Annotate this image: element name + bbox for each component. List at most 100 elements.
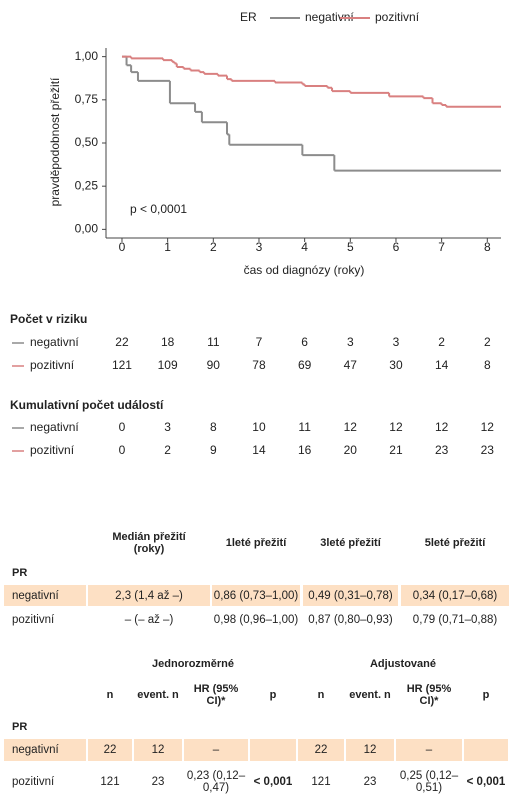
survival-step: [200, 111, 228, 124]
survival-step: [349, 91, 390, 94]
table-value: 2: [484, 335, 491, 349]
survival-step: [431, 98, 442, 105]
table-value: 3: [393, 335, 400, 349]
table-cell: –: [184, 739, 248, 761]
chart: ER pravděpodobnost přežití čas od diagnó…: [10, 10, 501, 457]
survival-step: [198, 70, 205, 74]
row-label: negativní: [4, 585, 86, 606]
table-value: 3: [347, 335, 354, 349]
table-value: 121: [112, 358, 132, 372]
table-value: 8: [484, 358, 491, 372]
events-title: Kumulativní počet událostí: [10, 398, 164, 412]
survival-step: [422, 96, 433, 100]
table-cell: 0,49 (0,31–0,78): [303, 585, 398, 606]
column-header: p: [269, 689, 277, 701]
column-header: Medián přežití (roky): [112, 531, 186, 555]
table-value: 12: [481, 420, 495, 434]
table-cell: 121: [100, 776, 120, 788]
group-header: Jednorozměrné: [152, 658, 234, 670]
table-value: 90: [207, 358, 221, 372]
table-cell: 0,86 (0,73–1,00): [212, 585, 300, 606]
table-value: 23: [481, 443, 495, 457]
survival-step: [171, 60, 175, 63]
survival-step: [173, 61, 177, 65]
table-cell: – (– až –): [124, 613, 174, 626]
table-value: 78: [252, 358, 266, 372]
table-value: 18: [161, 335, 175, 349]
group-header: Adjustované: [369, 658, 436, 670]
y-axis-label: pravděpodobnost přežití: [48, 77, 62, 206]
survival-step: [175, 63, 184, 68]
legend-label: pozitivní: [375, 10, 420, 24]
survival-step: [445, 105, 501, 108]
column-header: 5leté přežití: [424, 537, 486, 549]
row-label: pozitivní: [12, 776, 55, 788]
table-cell: 12: [134, 739, 182, 761]
table-value: 6: [301, 335, 308, 349]
y-tick-label: 0,25: [75, 178, 99, 192]
column-header: event. n: [349, 689, 391, 701]
table-cell: < 0,001: [253, 776, 293, 788]
table-value: 2: [164, 443, 171, 457]
survival-step: [331, 87, 351, 93]
survival-step: [168, 80, 196, 105]
survival-step: [125, 56, 132, 67]
table-value: 30: [389, 358, 403, 372]
x-tick-label: 7: [438, 240, 445, 254]
survival-step: [228, 134, 303, 146]
column-header: HR (95% CI)*: [406, 683, 452, 707]
survival-step: [203, 72, 218, 75]
survival-step: [230, 79, 275, 82]
survival-step: [326, 86, 333, 89]
table-cell: 0,25 (0,12–0,51): [399, 770, 459, 794]
group-label: PR: [12, 567, 28, 579]
y-tick-label: 0,00: [75, 222, 99, 236]
table-cell: 23: [151, 776, 165, 788]
table-value: 8: [210, 420, 217, 434]
table-value: 2: [438, 335, 445, 349]
table-cell: 22: [298, 739, 344, 761]
table-value: 12: [435, 420, 449, 434]
table-value: 22: [115, 335, 129, 349]
risk-title: Počet v riziku: [10, 312, 87, 326]
table-value: 11: [298, 420, 311, 434]
x-tick-label: 2: [210, 240, 217, 254]
x-axis-label: čas od diagnózy (roky): [244, 263, 365, 277]
table-cell: [250, 739, 296, 761]
row-label: negativní: [30, 335, 79, 349]
table-value: 3: [164, 420, 171, 434]
column-header: HR (95% CI)*: [193, 683, 239, 707]
survival-step: [226, 122, 230, 136]
table-value: 14: [435, 358, 449, 372]
table-value: 7: [256, 335, 263, 349]
y-tick-label: 0,50: [75, 135, 99, 149]
row-label: pozitivní: [30, 358, 75, 372]
table-cell: 0,79 (0,71–0,88): [412, 613, 498, 626]
column-header: event. n: [137, 689, 179, 701]
table-cell: 22: [88, 739, 132, 761]
survival-step: [136, 72, 170, 82]
column-header: 1leté přežití: [225, 537, 287, 549]
table-value: 21: [389, 443, 403, 457]
survival-step: [162, 58, 173, 62]
survival-step: [194, 103, 202, 113]
x-tick-label: 0: [119, 240, 126, 254]
survival-step: [226, 75, 232, 81]
column-header: 3leté přežití: [320, 537, 381, 549]
table-cell: 0,98 (0,96–1,00): [213, 613, 299, 626]
table-value: 10: [252, 420, 266, 434]
survival-step: [273, 80, 303, 84]
table-cell: [464, 739, 508, 761]
table-value: 0: [119, 420, 126, 434]
y-tick-label: 0,75: [75, 92, 99, 106]
table-cell: 0,23 (0,12–0,47): [186, 770, 246, 794]
table-value: 109: [158, 358, 178, 372]
table-value: 9: [210, 443, 217, 457]
survival-step: [130, 65, 138, 74]
column-header: p: [482, 689, 490, 701]
annotation: p < 0,0001: [130, 202, 187, 216]
x-tick-label: 4: [301, 240, 308, 254]
table-value: 47: [344, 358, 358, 372]
table-value: 12: [389, 420, 403, 434]
